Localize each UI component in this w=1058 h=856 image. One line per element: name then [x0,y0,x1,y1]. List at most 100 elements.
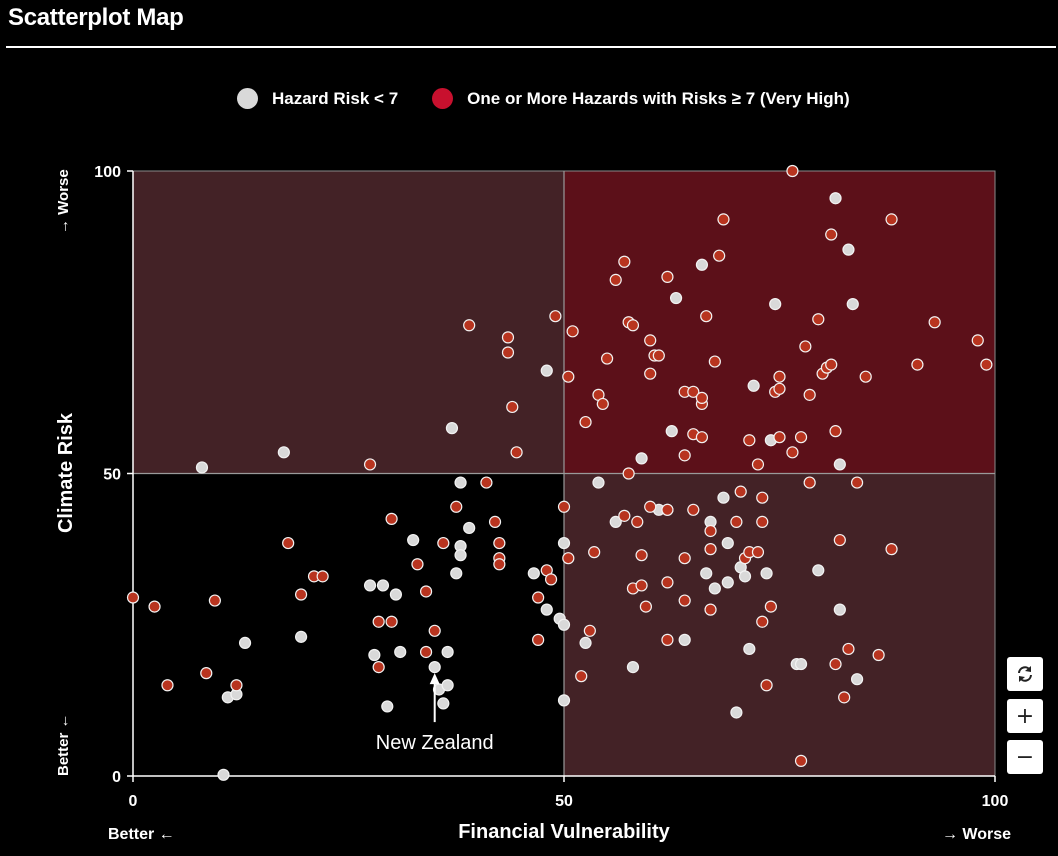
data-point-low-risk[interactable] [842,243,855,256]
data-point-high-risk[interactable] [316,570,329,583]
data-point-high-risk[interactable] [928,316,941,329]
data-point-low-risk[interactable] [368,648,381,662]
zoom-out-button[interactable]: − [1007,740,1043,774]
data-point-high-risk[interactable] [208,594,221,607]
data-point-high-risk[interactable] [661,503,674,516]
data-point-low-risk[interactable] [389,588,403,601]
legend-item-low-risk[interactable]: Hazard Risk < 7 [237,88,398,109]
data-point-low-risk[interactable] [454,549,467,562]
data-point-high-risk[interactable] [764,600,777,613]
data-point-low-risk[interactable] [846,298,859,311]
data-point-high-risk[interactable] [532,591,545,604]
data-point-high-risk[interactable] [825,358,838,371]
data-point-high-risk[interactable] [885,543,898,556]
data-point-high-risk[interactable] [678,594,691,607]
data-point-high-risk[interactable] [760,679,773,692]
data-point-high-risk[interactable] [661,576,674,589]
data-point-low-risk[interactable] [669,291,683,305]
data-point-high-risk[interactable] [850,476,864,489]
data-point-low-risk[interactable] [747,379,760,392]
legend-item-high-risk[interactable]: One or More Hazards with Risks ≥ 7 (Very… [432,88,850,109]
data-point-high-risk[interactable] [812,313,825,326]
data-point-low-risk[interactable] [665,425,678,438]
zoom-in-button[interactable]: + [1007,699,1043,733]
data-point-high-risk[interactable] [282,536,295,550]
data-point-high-risk[interactable] [493,536,506,550]
data-point-high-risk[interactable] [626,319,640,332]
data-point-low-risk[interactable] [678,633,691,646]
data-point-high-risk[interactable] [842,642,855,656]
data-point-low-risk[interactable] [794,657,808,671]
data-point-high-risk[interactable] [148,600,161,613]
data-point-low-risk[interactable] [833,458,846,471]
data-point-low-risk[interactable] [738,570,752,583]
data-point-high-risk[interactable] [971,334,984,347]
data-point-low-risk[interactable] [463,521,476,535]
data-point-high-risk[interactable] [717,213,730,226]
data-point-high-risk[interactable] [609,273,622,286]
data-point-high-risk[interactable] [622,467,635,480]
data-point-high-risk[interactable] [419,645,433,659]
data-point-high-risk[interactable] [126,591,140,604]
data-point-low-risk[interactable] [441,645,454,659]
data-point-low-risk[interactable] [760,567,773,580]
data-point-high-risk[interactable] [372,660,385,674]
data-point-low-risk[interactable] [635,452,648,465]
data-point-low-risk[interactable] [428,660,441,674]
data-point-low-risk[interactable] [441,679,454,692]
data-point-high-risk[interactable] [635,579,648,592]
data-point-low-risk[interactable] [437,697,450,710]
data-point-low-risk[interactable] [527,567,540,580]
data-point-high-risk[interactable] [687,503,700,516]
data-point-high-risk[interactable] [838,691,851,704]
data-point-low-risk[interactable] [394,645,407,659]
data-point-low-risk[interactable] [829,192,842,205]
data-point-low-risk[interactable] [294,630,308,643]
data-point-high-risk[interactable] [463,319,476,332]
data-point-high-risk[interactable] [363,458,377,471]
data-point-high-risk[interactable] [773,370,786,383]
data-point-high-risk[interactable] [562,370,575,383]
data-point-high-risk[interactable] [493,558,506,571]
data-point-low-risk[interactable] [407,533,420,547]
data-point-high-risk[interactable] [713,249,726,262]
data-point-high-risk[interactable] [756,515,769,529]
data-point-high-risk[interactable] [704,603,717,616]
data-point-high-risk[interactable] [678,552,691,565]
data-point-high-risk[interactable] [639,600,652,613]
data-point-high-risk[interactable] [695,431,709,444]
data-point-low-risk[interactable] [363,579,377,592]
data-point-high-risk[interactable] [687,385,700,398]
data-point-high-risk[interactable] [980,358,993,371]
data-point-high-risk[interactable] [704,524,717,538]
data-point-high-risk[interactable] [557,500,571,513]
data-point-high-risk[interactable] [644,500,657,513]
data-point-low-risk[interactable] [557,618,571,631]
data-point-low-risk[interactable] [592,476,605,489]
data-point-high-risk[interactable] [588,546,601,559]
data-point-low-risk[interactable] [217,768,230,781]
reset-view-button[interactable] [1007,657,1043,691]
data-point-low-risk[interactable] [717,491,730,504]
data-point-high-risk[interactable] [794,431,808,444]
data-point-high-risk[interactable] [794,754,808,767]
data-point-high-risk[interactable] [803,476,816,489]
data-point-low-risk[interactable] [540,364,553,377]
data-point-low-risk[interactable] [721,536,734,550]
data-point-high-risk[interactable] [596,397,609,411]
data-point-high-risk[interactable] [510,446,523,459]
data-point-high-risk[interactable] [579,415,592,429]
data-point-high-risk[interactable] [872,648,885,662]
data-point-high-risk[interactable] [575,670,588,683]
data-point-high-risk[interactable] [661,270,674,283]
data-point-high-risk[interactable] [549,310,562,323]
data-point-low-risk[interactable] [238,636,252,650]
data-point-high-risk[interactable] [829,425,842,438]
data-point-high-risk[interactable] [618,255,631,268]
data-point-high-risk[interactable] [488,515,502,529]
data-point-high-risk[interactable] [644,367,657,380]
data-point-high-risk[interactable] [161,679,174,692]
data-point-high-risk[interactable] [372,615,385,628]
data-point-high-risk[interactable] [833,533,846,547]
data-point-high-risk[interactable] [385,512,398,525]
